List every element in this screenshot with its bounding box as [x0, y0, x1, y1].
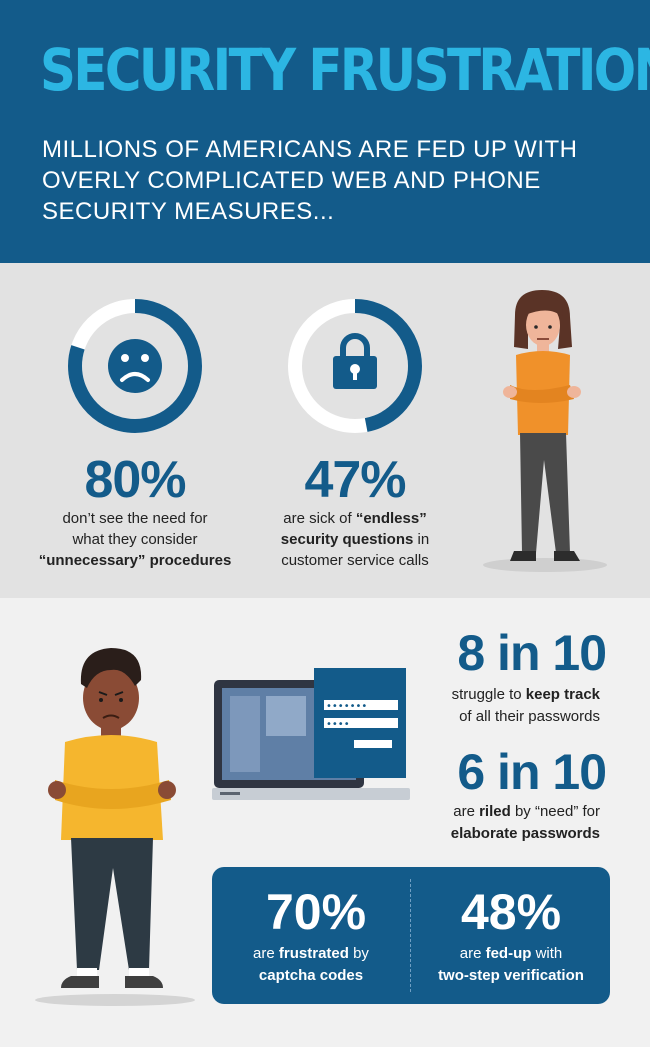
- text-line: what they consider: [35, 529, 235, 550]
- stat-value-security-questions: 47%: [304, 451, 406, 509]
- bold-text-run: riled: [479, 803, 511, 820]
- bold-text-run: keep track: [525, 686, 600, 703]
- stat-value-unnecessary: 80%: [84, 451, 186, 509]
- progress-ring-47: [288, 299, 422, 433]
- ratio-value-track-passwords: 8 in 10: [457, 625, 607, 681]
- text-line: are riled by “need” for: [396, 801, 600, 823]
- text-line: “unnecessary” procedures: [35, 550, 235, 571]
- text-line: struggle to keep track: [396, 684, 600, 706]
- text-run: are: [253, 945, 279, 962]
- text-run: by: [348, 945, 369, 962]
- ratio-description-elaborate-passwords: are riled by “need” for elaborate passwor…: [396, 801, 600, 845]
- page-subtitle: MILLIONS OF AMERICANS ARE FED UP WITH OV…: [42, 136, 578, 225]
- page-title: SECURITY FRUSTRATION: [40, 36, 650, 104]
- box-description-two-step: are fed-up with two-step verification: [416, 943, 606, 987]
- text-run: of all their passwords: [459, 708, 600, 725]
- bold-text-run: “unnecessary” procedures: [38, 552, 232, 569]
- text-run: customer service calls: [281, 552, 429, 569]
- ratio-value-elaborate-passwords: 6 in 10: [457, 744, 607, 800]
- text-line: security questions in: [255, 529, 455, 550]
- ratio-description-track-passwords: struggle to keep track of all their passw…: [396, 684, 600, 728]
- text-line: captcha codes: [216, 965, 406, 987]
- stats-box: 70% are frustrated by captcha codes 48% a…: [212, 867, 610, 1004]
- frustrated-man-illustration: [35, 648, 195, 1006]
- text-line: elaborate passwords: [396, 823, 600, 845]
- bold-text-run: security questions: [280, 531, 414, 548]
- bold-text-run: frustrated: [278, 945, 349, 962]
- frustrated-woman-illustration: [483, 290, 607, 572]
- password-field-1: •••••••: [326, 701, 367, 712]
- text-line: are fed-up with: [416, 943, 606, 965]
- text-run: struggle to: [451, 686, 526, 703]
- text-run: in: [413, 531, 430, 548]
- header-banner: SECURITY FRUSTRATION MILLIONS OF AMERICA…: [0, 0, 650, 263]
- login-card: ••••••• ••••: [314, 668, 406, 778]
- text-run: by “need” for: [510, 803, 600, 820]
- box-description-captcha: are frustrated by captcha codes: [216, 943, 406, 987]
- password-field-2: ••••: [326, 719, 350, 730]
- login-submit-button: [354, 740, 392, 748]
- text-line: don’t see the need for: [35, 508, 235, 529]
- sad-face-icon: [108, 339, 162, 393]
- bold-text-run: captcha codes: [258, 967, 364, 984]
- text-run: are sick of: [283, 510, 356, 527]
- text-run: what they consider: [72, 531, 198, 548]
- bold-text-run: “endless”: [355, 510, 427, 527]
- box-value-captcha: 70%: [265, 884, 367, 940]
- bold-text-run: elaborate passwords: [450, 825, 600, 842]
- text-run: are: [453, 803, 480, 820]
- stat-description-unnecessary: don’t see the need for what they consider…: [35, 508, 235, 571]
- text-line: are sick of “endless”: [255, 508, 455, 529]
- progress-ring-80: [68, 299, 202, 433]
- text-line: customer service calls: [255, 550, 455, 571]
- text-run: are: [459, 945, 486, 962]
- bold-text-run: two-step verification: [438, 967, 584, 984]
- box-value-two-step: 48%: [460, 884, 562, 940]
- progress-ring-fill: [68, 299, 202, 433]
- text-line: are frustrated by: [216, 943, 406, 965]
- bold-text-run: fed-up: [485, 945, 532, 962]
- progress-ring-fill: [288, 299, 422, 433]
- text-run: with: [531, 945, 563, 962]
- text-line: two-step verification: [416, 965, 606, 987]
- laptop-login-illustration: ••••••• ••••: [212, 668, 410, 800]
- stat-description-security-questions: are sick of “endless” security questions …: [255, 508, 455, 571]
- text-line: of all their passwords: [396, 706, 600, 728]
- box-divider: [410, 879, 411, 992]
- text-run: don’t see the need for: [62, 510, 208, 527]
- padlock-icon: [333, 333, 377, 389]
